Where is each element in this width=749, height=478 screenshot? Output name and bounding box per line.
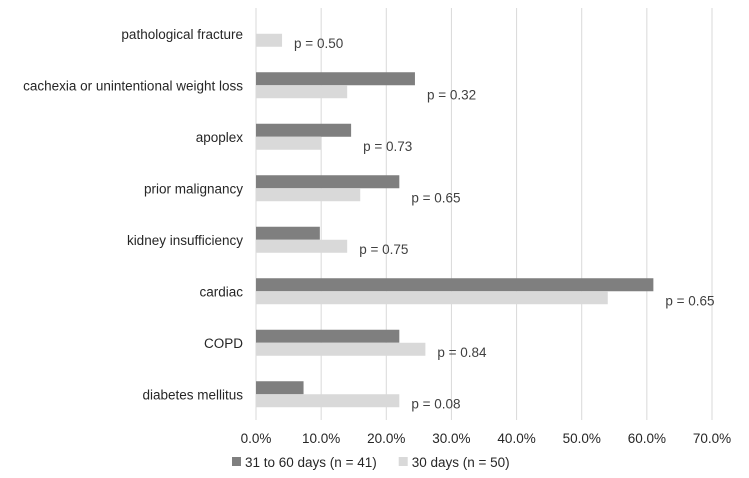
x-tick-label: 0.0% [241, 431, 272, 446]
p-value-label: p = 0.32 [427, 87, 476, 102]
bar-series-0 [256, 175, 400, 189]
legend-swatch-series-1 [398, 457, 408, 466]
bar-series-0 [256, 123, 352, 137]
bar-series-1 [256, 342, 426, 356]
bar-series-0 [256, 381, 304, 395]
p-value-label: p = 0.65 [665, 293, 714, 308]
p-value-label: p = 0.50 [294, 36, 343, 51]
bar-series-1 [256, 394, 400, 408]
x-axis-tick-labels: 0.0% 10.0% 20.0% 30.0% 40.0% 50.0% 60.0% 70.0% [241, 431, 732, 446]
x-tick-label: 10.0% [302, 431, 340, 446]
legend-swatch-series-0 [232, 457, 241, 466]
bar-series-1 [256, 33, 283, 47]
bar-series-1 [256, 188, 361, 202]
category-label: pathological fracture [121, 27, 243, 42]
bar-series-1 [256, 239, 348, 253]
bar-series-0 [256, 226, 320, 240]
bar-series-0 [256, 72, 415, 86]
legend: 31 to 60 days (n = 41) 30 days (n = 50) [232, 455, 510, 470]
category-label: cachexia or unintentional weight loss [23, 78, 243, 93]
legend-label-series-0: 31 to 60 days (n = 41) [245, 455, 377, 470]
category-label: cardiac [199, 284, 243, 299]
bar-series-1 [256, 291, 608, 305]
p-value-label: p = 0.84 [437, 345, 487, 360]
category-label: COPD [204, 336, 243, 351]
category-label: apoplex [196, 130, 244, 145]
x-tick-label: 20.0% [367, 431, 405, 446]
category-label: diabetes mellitus [142, 387, 243, 402]
bar-series-1 [256, 85, 348, 99]
p-value-label: p = 0.75 [359, 242, 408, 257]
bar-layer [256, 33, 654, 408]
bar-series-0 [256, 329, 400, 343]
p-value-label: p = 0.65 [411, 190, 460, 205]
p-value-label: p = 0.73 [363, 139, 412, 154]
bar-series-0 [256, 278, 654, 292]
x-tick-label: 60.0% [628, 431, 666, 446]
bar-series-1 [256, 136, 322, 150]
category-labels: pathological fracture cachexia or uninten… [23, 27, 243, 403]
p-value-label: p = 0.08 [411, 396, 460, 411]
x-tick-label: 30.0% [432, 431, 470, 446]
x-tick-label: 70.0% [693, 431, 731, 446]
x-tick-label: 40.0% [497, 431, 535, 446]
p-value-labels: p = 0.50 p = 0.32 p = 0.73 p = 0.65 p = 0.75… [294, 36, 714, 412]
x-tick-label: 50.0% [563, 431, 601, 446]
category-label: prior malignancy [144, 181, 243, 196]
legend-label-series-1: 30 days (n = 50) [412, 455, 510, 470]
category-label: kidney insufficiency [127, 233, 243, 248]
